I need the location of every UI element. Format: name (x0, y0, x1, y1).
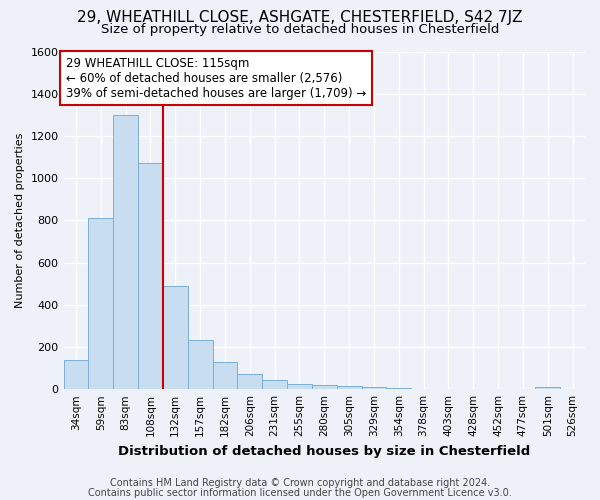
Bar (212, 362, 238, 389)
Bar (362, 387, 386, 389)
Bar (411, 388, 436, 389)
Bar (238, 374, 262, 389)
X-axis label: Distribution of detached houses by size in Chesterfield: Distribution of detached houses by size … (118, 444, 530, 458)
Bar (262, 380, 287, 389)
Text: 29 WHEATHILL CLOSE: 115sqm
← 60% of detached houses are smaller (2,576)
39% of s: 29 WHEATHILL CLOSE: 115sqm ← 60% of deta… (66, 56, 367, 100)
Text: Contains HM Land Registry data © Crown copyright and database right 2024.: Contains HM Land Registry data © Crown c… (110, 478, 490, 488)
Bar (113, 115, 138, 389)
Bar (386, 388, 411, 389)
Bar (64, 360, 88, 389)
Bar (287, 384, 312, 389)
Text: 29, WHEATHILL CLOSE, ASHGATE, CHESTERFIELD, S42 7JZ: 29, WHEATHILL CLOSE, ASHGATE, CHESTERFIE… (77, 10, 523, 25)
Bar (88, 218, 113, 389)
Bar (535, 387, 560, 389)
Text: Size of property relative to detached houses in Chesterfield: Size of property relative to detached ho… (101, 22, 499, 36)
Bar (312, 385, 337, 389)
Bar (337, 386, 362, 389)
Bar (188, 340, 212, 389)
Bar (163, 286, 188, 389)
Bar (138, 164, 163, 389)
Y-axis label: Number of detached properties: Number of detached properties (15, 132, 25, 308)
Text: Contains public sector information licensed under the Open Government Licence v3: Contains public sector information licen… (88, 488, 512, 498)
